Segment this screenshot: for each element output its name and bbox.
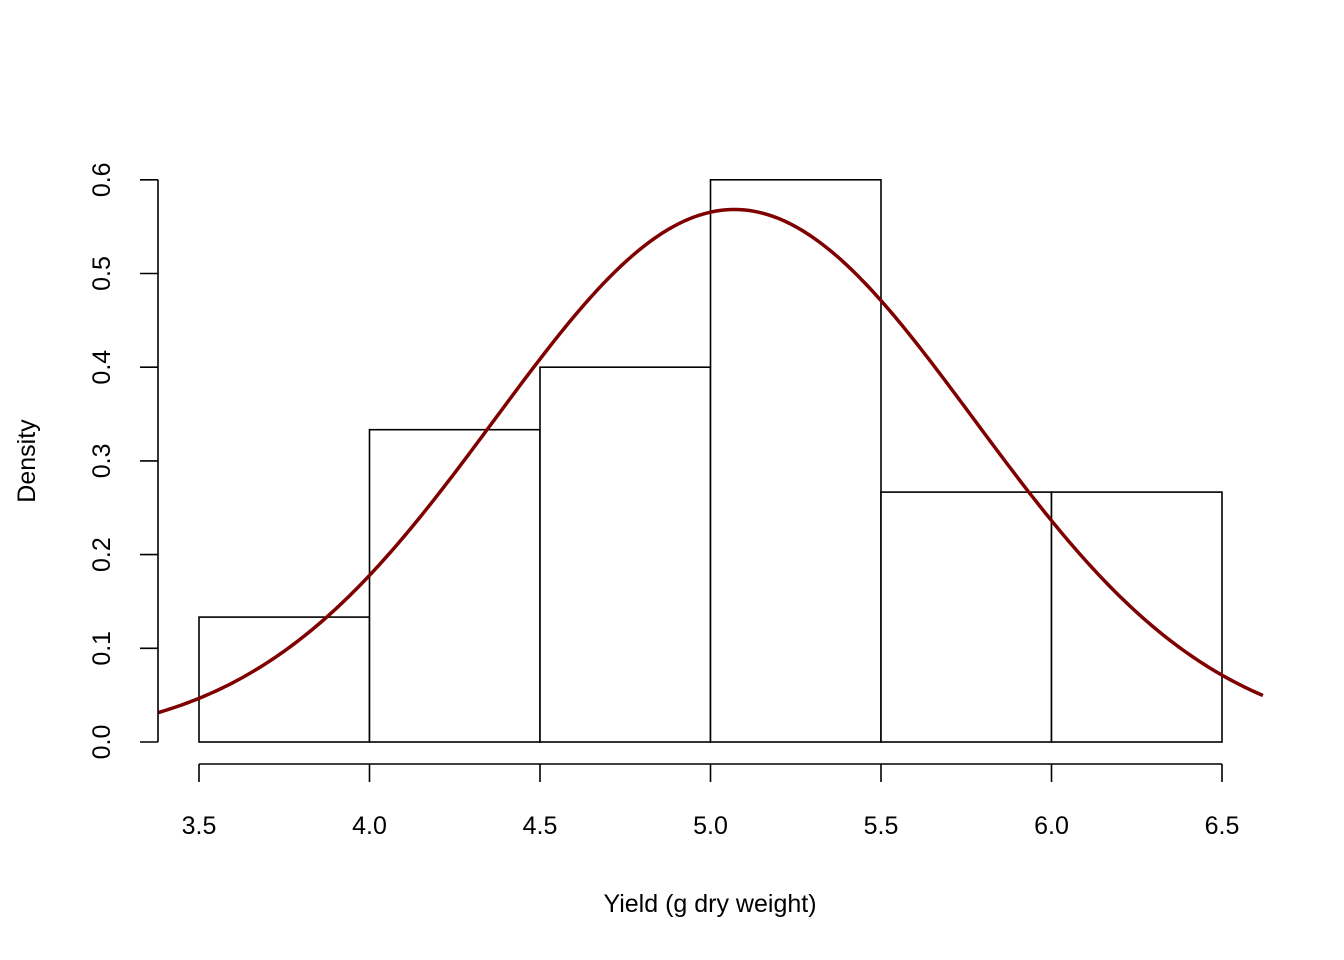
y-axis: 0.0 0.1 0.2 0.3 0.4 0.5 0.6 bbox=[88, 162, 159, 760]
y-tick-label: 0.5 bbox=[88, 256, 116, 291]
histogram-bar bbox=[368, 428, 541, 743]
y-tick-label: 0.1 bbox=[88, 631, 116, 666]
x-tick-label: 6.0 bbox=[1034, 812, 1069, 840]
y-tick-label: 0.4 bbox=[88, 350, 116, 385]
histogram-bar bbox=[198, 616, 371, 743]
y-tick-label: 0.6 bbox=[88, 162, 116, 197]
y-axis-title: Density bbox=[13, 419, 41, 503]
x-tick-label: 4.0 bbox=[352, 812, 387, 840]
histogram-bar bbox=[880, 491, 1053, 743]
histogram-bars bbox=[198, 179, 1223, 743]
x-axis: 3.5 4.0 4.5 5.0 5.5 6.0 6.5 bbox=[182, 763, 1240, 840]
histogram-bar bbox=[709, 179, 882, 743]
x-axis-title: Yield (g dry weight) bbox=[603, 890, 816, 918]
x-tick-label: 5.0 bbox=[693, 812, 728, 840]
x-tick-label: 6.5 bbox=[1205, 812, 1240, 840]
normal-density-curve bbox=[157, 207, 1264, 715]
y-tick-label: 0.2 bbox=[88, 537, 116, 572]
x-tick-label: 5.5 bbox=[864, 812, 899, 840]
y-tick-label: 0.0 bbox=[88, 725, 116, 760]
x-tick-label: 3.5 bbox=[182, 812, 217, 840]
histogram-bar bbox=[1050, 491, 1223, 743]
y-tick-label: 0.3 bbox=[88, 444, 116, 479]
x-tick-label: 4.5 bbox=[523, 812, 558, 840]
histogram-bar bbox=[539, 366, 712, 743]
